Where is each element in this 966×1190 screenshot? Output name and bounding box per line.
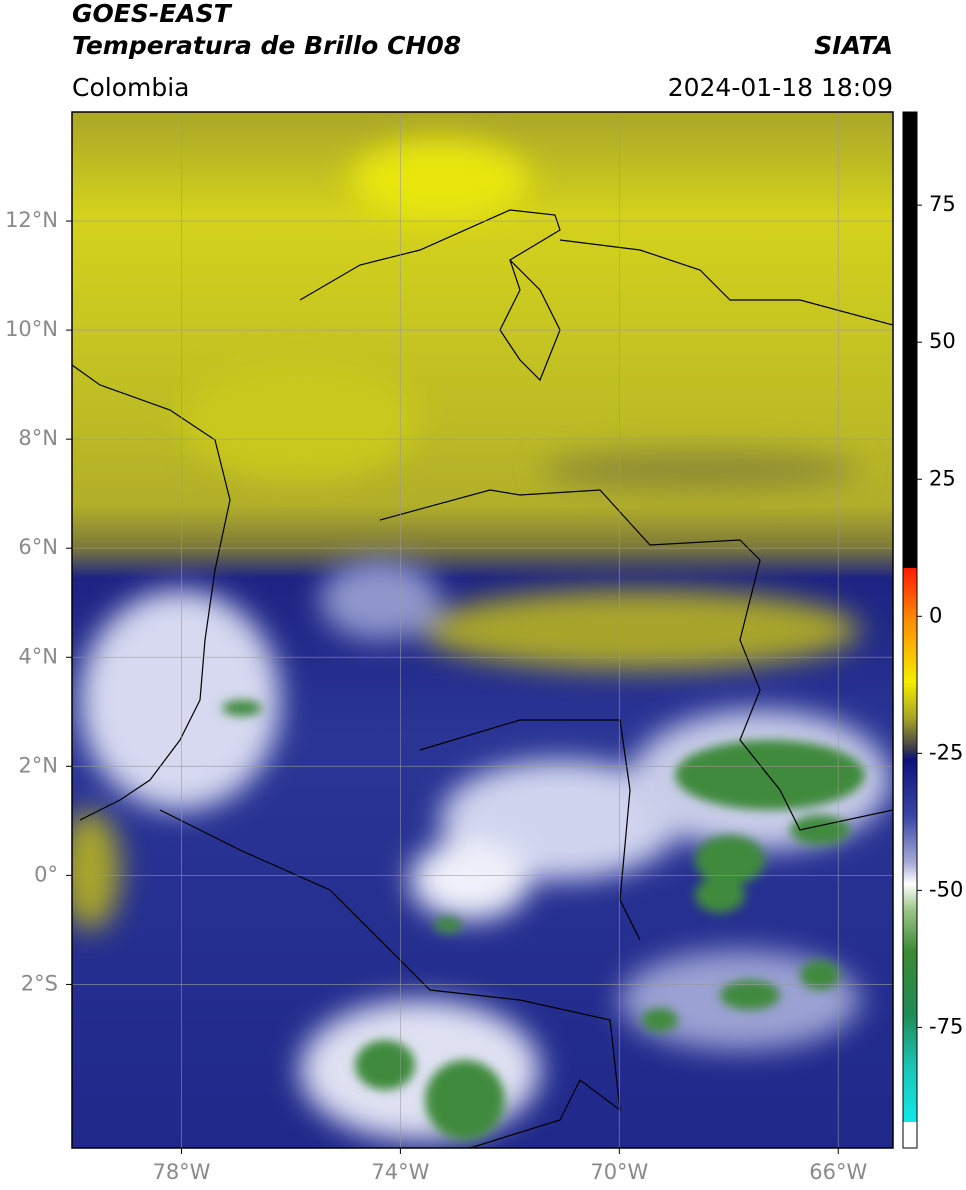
- map-frame: [71, 111, 894, 1149]
- x-tick-label: 66°W: [809, 1160, 867, 1184]
- satellite-image: [72, 112, 893, 1148]
- y-tick-label: 4°N: [18, 644, 58, 668]
- border: [159, 809, 621, 1148]
- y-tick-label: 2°N: [18, 753, 58, 777]
- source: SIATA: [814, 31, 893, 60]
- border: [379, 489, 893, 831]
- coastline: [299, 209, 561, 382]
- subtitle: Temperatura de Brillo CH08: [72, 31, 461, 60]
- colorbar-tick-label: 50: [929, 329, 956, 353]
- coastline: [72, 364, 231, 821]
- x-tick-label: 78°W: [152, 1160, 210, 1184]
- colorbar-tick-label: -75: [929, 1014, 963, 1038]
- y-tick-label: 2°S: [21, 971, 58, 995]
- y-tick-label: 0°: [34, 862, 58, 886]
- colorbar-tick-label: 75: [929, 192, 956, 216]
- y-tick-label: 12°N: [5, 208, 58, 232]
- graticule: [72, 112, 893, 1148]
- y-tick-label: 10°N: [5, 317, 58, 341]
- colorbar-tick-label: 25: [929, 466, 956, 490]
- colorbar-tick-label: -50: [929, 877, 963, 901]
- title: GOES-EAST: [72, 0, 233, 28]
- y-tick-label: 6°N: [18, 535, 58, 559]
- border: [419, 719, 641, 941]
- region: Colombia: [72, 73, 189, 102]
- colorbar: [902, 111, 918, 1149]
- y-tick-label: 8°N: [18, 426, 58, 450]
- x-tick-label: 74°W: [371, 1160, 429, 1184]
- datetime: 2024-01-18 18:09: [668, 73, 893, 102]
- coastline: [559, 239, 893, 326]
- x-tick-label: 70°W: [590, 1160, 648, 1184]
- colorbar-tick-label: -25: [929, 740, 963, 764]
- colorbar-tick-label: 0: [929, 603, 942, 627]
